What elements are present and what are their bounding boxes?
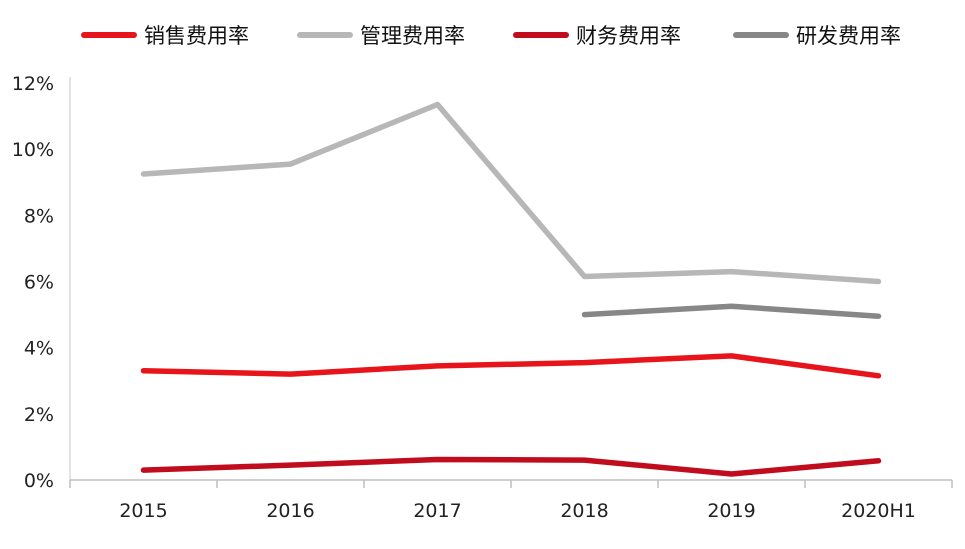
legend-label: 财务费用率: [576, 24, 681, 48]
x-tick-label: 2019: [707, 500, 755, 522]
y-tick-label: 6%: [24, 272, 54, 294]
legend-item-3: 研发费用率: [736, 24, 901, 48]
x-tick-label: 2020H1: [841, 500, 916, 522]
y-tick-label: 0%: [24, 470, 54, 492]
legend-label: 管理费用率: [360, 24, 465, 48]
x-tick-label: 2016: [266, 500, 314, 522]
y-tick-label: 2%: [24, 404, 54, 426]
series-line-1: [144, 105, 879, 282]
y-tick-label: 8%: [24, 205, 54, 227]
series-line-3: [585, 306, 879, 316]
x-tick-label: 2015: [119, 500, 167, 522]
legend-item-2: 财务费用率: [516, 24, 681, 48]
legend-label: 销售费用率: [144, 24, 249, 48]
x-tick-label: 2017: [413, 500, 461, 522]
x-axis: 2015 2016 2017 2018 2019 2020H1: [70, 480, 952, 522]
series-layer: [143, 104, 878, 474]
y-tick-label: 10%: [12, 139, 54, 161]
y-axis: 0% 2% 4% 6% 8% 10% 12%: [12, 73, 70, 492]
chart-legend: 销售费用率 管理费用率 财务费用率 研发费用率: [84, 24, 901, 48]
y-tick-label: 12%: [12, 73, 54, 95]
legend-item-1: 管理费用率: [300, 24, 465, 48]
legend-item-0: 销售费用率: [84, 24, 249, 48]
series-line-2: [144, 460, 879, 475]
legend-label: 研发费用率: [796, 24, 901, 48]
x-tick-label: 2018: [560, 500, 608, 522]
y-tick-label: 4%: [24, 338, 54, 360]
series-line-0: [144, 356, 879, 376]
